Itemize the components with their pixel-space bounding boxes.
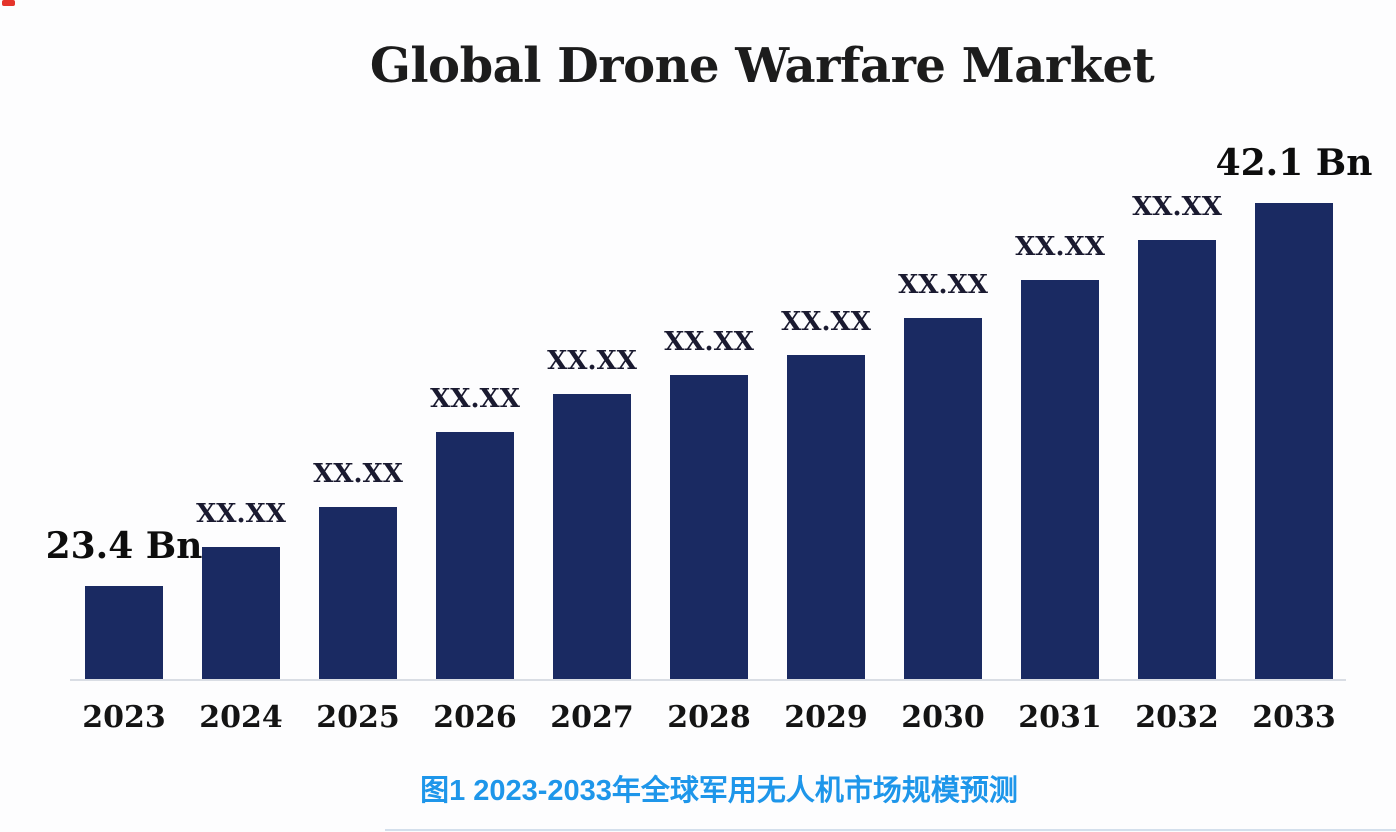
bottom-edge-line — [385, 829, 1396, 831]
x-tick-2031: 2031 — [1018, 700, 1102, 735]
x-tick-2026: 2026 — [433, 700, 517, 735]
red-corner-mark — [2, 0, 15, 6]
bar-2029 — [787, 355, 865, 680]
chart-title: Global Drone Warfare Market — [369, 38, 1155, 94]
bar-2023 — [85, 586, 163, 680]
bar-2025 — [319, 507, 397, 680]
bar-value-label-2026: XX.XX — [430, 384, 520, 414]
x-tick-2033: 2033 — [1252, 700, 1336, 735]
bar-value-label-2027: XX.XX — [547, 346, 637, 376]
bar-2024 — [202, 547, 280, 680]
bar-2030 — [904, 318, 982, 680]
x-tick-2028: 2028 — [667, 700, 751, 735]
bar-value-label-2032: XX.XX — [1132, 192, 1222, 222]
bar-2027 — [553, 394, 631, 680]
bar-value-label-2024: XX.XX — [196, 499, 286, 529]
bar-value-label-2025: XX.XX — [313, 459, 403, 489]
x-tick-2027: 2027 — [550, 700, 634, 735]
x-axis-line — [70, 679, 1346, 681]
x-tick-2024: 2024 — [199, 700, 283, 735]
bar-value-label-2030: XX.XX — [898, 270, 988, 300]
bar-2026 — [436, 432, 514, 680]
bar-value-label-2029: XX.XX — [781, 307, 871, 337]
bar-value-label-2028: XX.XX — [664, 327, 754, 357]
x-tick-2025: 2025 — [316, 700, 400, 735]
x-tick-2032: 2032 — [1135, 700, 1219, 735]
bar-2028 — [670, 375, 748, 680]
figure-caption: 图1 2023-2033年全球军用无人机市场规模预测 — [420, 775, 1018, 807]
bar-value-label-2023: 23.4 Bn — [45, 525, 203, 567]
bar-2033 — [1255, 203, 1333, 680]
bar-value-label-2031: XX.XX — [1015, 232, 1105, 262]
bar-value-label-2033: 42.1 Bn — [1215, 142, 1373, 184]
bar-2031 — [1021, 280, 1099, 680]
bar-2032 — [1138, 240, 1216, 680]
x-tick-2023: 2023 — [82, 700, 166, 735]
x-tick-2030: 2030 — [901, 700, 985, 735]
x-tick-2029: 2029 — [784, 700, 868, 735]
